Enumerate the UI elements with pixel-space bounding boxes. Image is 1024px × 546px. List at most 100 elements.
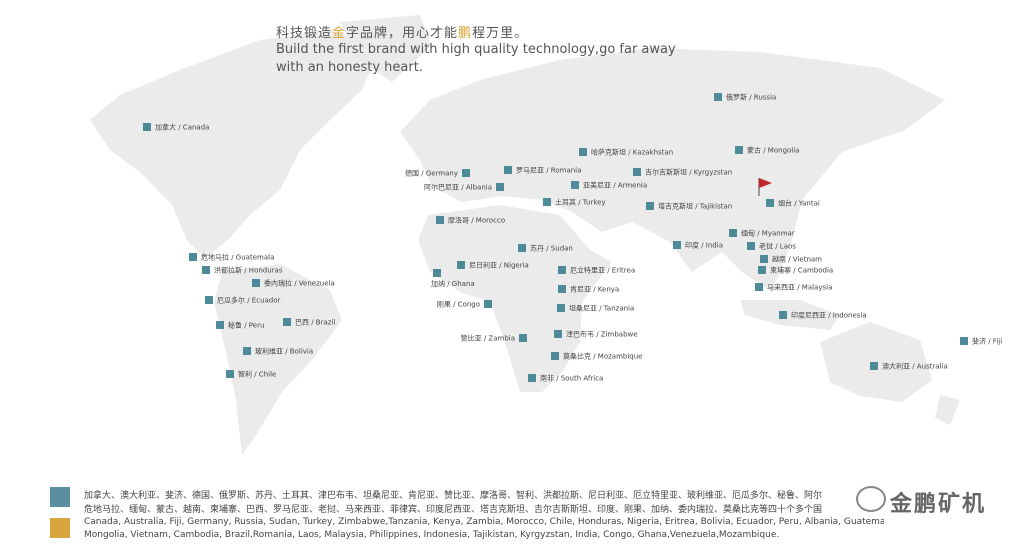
country-marker <box>283 318 291 326</box>
country-label: 玻利维亚 / Bolivia <box>255 347 313 356</box>
country-marker <box>436 216 444 224</box>
legend-english: Canada, Australia, Fiji, Germany, Russia… <box>84 517 884 527</box>
country-marker <box>571 181 579 189</box>
country-label: 坦桑尼亚 / Tanzania <box>569 304 634 313</box>
country-marker <box>579 148 587 156</box>
country-marker <box>779 311 787 319</box>
country-label: 哈萨克斯坦 / Kazakhstan <box>591 148 673 157</box>
watermark-icon <box>856 486 886 512</box>
country-marker <box>457 261 465 269</box>
country-label: 委内瑞拉 / Venezuela <box>264 279 335 288</box>
country-label: 吉尔吉斯斯坦 / Kyrgyzstan <box>645 168 732 177</box>
country-label: 厄立特里亚 / Eritrea <box>570 266 635 275</box>
country-marker <box>226 370 234 378</box>
subtitle: Build the first brand with high quality … <box>276 42 676 57</box>
country-label: 厄瓜多尔 / Ecuador <box>217 296 281 305</box>
country-label: 巴西 / Brazil <box>295 319 335 327</box>
country-label: 刚果 / Congo <box>437 300 480 309</box>
country-label: 德国 / Germany <box>405 169 458 178</box>
country-marker <box>189 253 197 261</box>
country-label: 秘鲁 / Peru <box>228 321 264 330</box>
country-marker <box>747 242 755 250</box>
country-marker <box>558 266 566 274</box>
legend-swatch-blue <box>50 487 70 507</box>
country-marker <box>496 183 504 191</box>
country-marker <box>760 255 768 263</box>
country-marker <box>433 269 441 277</box>
country-label: 阿尔巴尼亚 / Albania <box>424 183 492 192</box>
country-label: 加拿大 / Canada <box>155 123 209 132</box>
legend-english: Mongolia, Vietnam, Cambodia, Brazil,Roma… <box>84 530 780 540</box>
country-marker <box>758 266 766 274</box>
country-marker <box>646 202 654 210</box>
country-label: 危地马拉 / Guatemala <box>201 253 274 262</box>
country-marker <box>729 229 737 237</box>
country-label: 老挝 / Laos <box>759 242 796 251</box>
country-label: 缅甸 / Myanmar <box>741 229 795 238</box>
country-label: 肯尼亚 / Kenya <box>570 285 619 294</box>
country-marker <box>673 241 681 249</box>
country-marker <box>714 93 722 101</box>
country-label: 苏丹 / Sudan <box>530 244 573 253</box>
title-highlight: 金 <box>332 26 347 41</box>
country-label: 摩洛哥 / Morocco <box>448 216 505 225</box>
country-marker <box>557 304 565 312</box>
country-marker <box>554 330 562 338</box>
country-label: 加纳 / Ghana <box>431 279 475 288</box>
country-label: 越南 / Vietnam <box>772 255 822 264</box>
country-marker <box>558 285 566 293</box>
title-highlight: 鹏 <box>458 26 473 41</box>
country-marker <box>960 337 968 345</box>
country-label: 亚美尼亚 / Armenia <box>583 181 647 190</box>
country-label: 赞比亚 / Zambia <box>461 334 515 343</box>
country-label: 莫桑比克 / Mozambique <box>563 352 643 361</box>
title-part: 程万里。 <box>472 26 529 41</box>
country-marker <box>735 146 743 154</box>
title: 科技锻造金字品牌，用心才能鹏程万里。 <box>276 22 528 41</box>
country-label: 斐济 / Fiji <box>972 337 1002 346</box>
country-marker <box>252 279 260 287</box>
country-label: 柬埔寨 / Cambodia <box>770 266 833 275</box>
country-label: 印度尼西亚 / Indonesia <box>791 311 867 320</box>
country-marker <box>766 199 774 207</box>
country-label: 土耳其 / Turkey <box>555 198 606 207</box>
title-part: 字品牌，用心才能 <box>346 26 459 41</box>
country-marker <box>205 296 213 304</box>
country-marker <box>755 283 763 291</box>
country-label: 南非 / South Africa <box>540 374 603 383</box>
continents <box>90 15 960 455</box>
country-label: 蒙古 / Mongolia <box>747 146 799 155</box>
title-part: 科技锻造 <box>276 26 333 41</box>
country-marker <box>870 362 878 370</box>
country-marker <box>202 266 210 274</box>
country-marker <box>633 168 641 176</box>
subtitle: with an honesty heart. <box>276 60 423 75</box>
country-label: 智利 / Chile <box>238 370 276 379</box>
country-marker <box>528 374 536 382</box>
country-marker <box>462 169 470 177</box>
country-marker <box>216 321 224 329</box>
country-marker <box>543 198 551 206</box>
country-marker <box>243 347 251 355</box>
country-label: 马来西亚 / Malaysia <box>767 284 832 292</box>
country-marker <box>518 244 526 252</box>
country-label: 澳大利亚 / Australia <box>882 362 948 371</box>
country-label: 塔吉克斯坦 / Tajikistan <box>658 202 732 211</box>
country-label: 津巴布韦 / Zimbabwe <box>566 330 638 339</box>
country-label: 印度 / India <box>685 241 723 250</box>
country-marker <box>484 300 492 308</box>
country-label: 俄罗斯 / Russia <box>726 93 776 102</box>
country-marker <box>143 123 151 131</box>
country-label: 尼日利亚 / Nigeria <box>469 261 529 270</box>
country-marker <box>551 352 559 360</box>
country-label: 烟台 / Yantai <box>778 199 820 208</box>
legend-swatch-orange <box>50 518 70 538</box>
legend-chinese: 加拿大、澳大利亚、斐济、德国、俄罗斯、苏丹、土耳其、津巴布韦、坦桑尼亚、肯尼亚、… <box>84 491 823 501</box>
country-marker <box>519 334 527 342</box>
watermark: 金鹏矿机 <box>890 492 987 517</box>
country-marker <box>504 166 512 174</box>
country-label: 罗马尼亚 / Romania <box>516 167 581 175</box>
legend-chinese: 危地马拉、缅甸、蒙古、越南、柬埔寨、巴西、罗马尼亚、老挝、马来西亚、菲律宾、印度… <box>84 505 823 515</box>
